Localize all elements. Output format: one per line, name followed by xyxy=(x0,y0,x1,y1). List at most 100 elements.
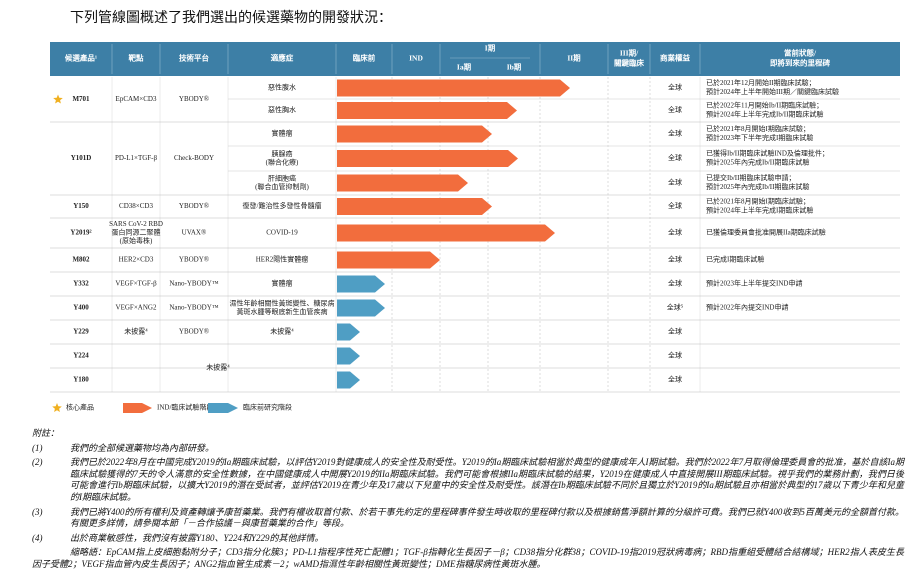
notes-heading: 附註： xyxy=(32,428,60,438)
status: 預計2023年上半年提交IND申請 xyxy=(706,279,802,288)
status: 已獲得Ib/II期臨床試驗IND及倫理批件； xyxy=(706,149,829,158)
rights: 全球 xyxy=(668,83,682,92)
rights: 全球 xyxy=(668,228,682,237)
header-label: 適應症 xyxy=(271,53,294,63)
target: HER2×CD3 xyxy=(119,256,154,264)
target: CD38×CD3 xyxy=(119,202,153,210)
stage-arrow xyxy=(337,79,570,97)
status: 預計2022年內提交IND申請 xyxy=(706,303,788,312)
product-name: Y224 xyxy=(73,352,89,360)
header-bar xyxy=(50,42,900,76)
header-label: Ia期 xyxy=(457,62,472,72)
header-label: 關鍵臨床 xyxy=(614,58,644,68)
platform: UVAX® xyxy=(182,229,207,237)
note-text: 出於商業敏感性，我們沒有披露Y180、Y224和Y229的其他詳情。 xyxy=(70,532,324,543)
target: 未披露⁴ xyxy=(124,327,148,336)
status: 已獲倫理委員會批准開展IIa期臨床試驗 xyxy=(706,228,826,237)
indication: 惡性胸水 xyxy=(268,105,296,114)
stage-arrow xyxy=(337,299,385,317)
status: 預計2024年上半年完成I期臨床試驗 xyxy=(706,206,813,215)
pipeline-chart: 下列管線圖概述了我們選出的候選藥物的開發狀況： 候選產品¹ 靶點 技術平台 適應症 臨床… xyxy=(50,10,900,413)
stage-arrow xyxy=(337,224,555,242)
indication: HER2陽性實體瘤 xyxy=(256,255,309,264)
indication: (聯合化療) xyxy=(266,157,299,166)
rights: 全球 xyxy=(668,201,682,210)
status: 已於2022年11月開始Ib/II期臨床試驗； xyxy=(706,101,823,110)
indication: 實體瘤 xyxy=(272,129,293,138)
header-label: 技術平台 xyxy=(179,53,209,63)
legend-arrow xyxy=(123,403,152,413)
status: 已於2021年12月開始II期臨床試驗； xyxy=(706,78,816,87)
product-name: Y332 xyxy=(73,280,89,288)
platform: Nano-YBODY™ xyxy=(169,304,218,312)
target: VEGF×TGF-β xyxy=(115,280,157,288)
rights: 全球 xyxy=(668,255,682,264)
indication: 黃斑水腫等眼底新生血管疾病 xyxy=(237,307,328,316)
legend-star xyxy=(52,403,62,412)
rights: 全球 xyxy=(668,351,682,360)
legend-label: IND/臨床試驗階段 xyxy=(157,403,213,412)
target: SARS CoV-2 RBD xyxy=(109,220,163,228)
product-name: Y101D xyxy=(71,154,92,162)
indication: 胰腺癌 xyxy=(272,149,293,158)
header-label: 當前狀態/ xyxy=(784,48,817,58)
status: 預計2024年上半年開始III期／關鍵臨床試驗 xyxy=(706,87,839,96)
indication: 復發/難治性多發性骨髓瘤 xyxy=(243,201,322,210)
indication: 濕性年齡相關性黃斑變性、糖尿病 xyxy=(230,298,335,307)
legend-label: 核心產品 xyxy=(66,403,94,412)
stage-arrow xyxy=(337,198,492,215)
status: 已於2021年8月開始I期臨床試驗； xyxy=(706,197,810,206)
status: 已完成I期臨床試驗 xyxy=(706,255,764,264)
header-label: III期/ xyxy=(620,48,639,58)
note-text: 我們已將Y400的所有權利及資產轉讓予康哲藥業。我們有權收取首付款、於若干事先約… xyxy=(70,506,904,529)
note-text: 我們已於2022年8月在中國完成Y2019的Ia期臨床試驗，以評估Y2019對健… xyxy=(70,457,904,502)
status: 預計2023年下半年完成I期臨床試驗 xyxy=(706,133,813,142)
note-text: 我們的全部候選藥物均為內部研發。 xyxy=(70,442,215,453)
header-label: 臨床前 xyxy=(353,53,376,63)
indication: COVID-19 xyxy=(266,229,298,237)
rights: 全球 xyxy=(668,153,682,162)
rights: 全球 xyxy=(668,178,682,187)
stage-arrow xyxy=(337,102,517,119)
rights: 全球 xyxy=(668,327,682,336)
indication: 肝細胞癌 xyxy=(268,173,296,182)
platform: Nano-YBODY™ xyxy=(169,280,218,288)
target: VEGF×ANG2 xyxy=(116,304,157,312)
target: (原始毒株) xyxy=(120,236,153,245)
header-label: II期 xyxy=(567,53,581,63)
status: 已於2021年8月開始I期臨床試驗； xyxy=(706,124,810,133)
product-name: Y180 xyxy=(73,376,89,384)
status: 預計2025年內完成Ib/II期臨床試驗 xyxy=(706,182,809,191)
status: 預計2025年內完成Ib/II期臨床試驗 xyxy=(706,158,809,167)
stage-arrow xyxy=(337,347,360,365)
product-name: Y150 xyxy=(73,202,89,210)
product-name: Y400 xyxy=(73,304,89,312)
header-label: Ib期 xyxy=(507,62,522,72)
notes: 附註： (1) 我們的全部候選藥物均為內部研發。 (2) 我們已於2022年8月在中國… xyxy=(32,428,904,571)
note-label: (2) xyxy=(32,457,43,468)
note-row: (1) 我們的全部候選藥物均為內部研發。 xyxy=(32,443,904,455)
indication: (聯合血管抑制劑) xyxy=(255,182,309,191)
stage-arrow xyxy=(337,323,360,341)
note-row: (4) 出於商業敏感性，我們沒有披露Y180、Y224和Y229的其他詳情。 xyxy=(32,533,904,545)
header-label: I期 xyxy=(485,43,496,53)
indication: 實體瘤 xyxy=(272,279,293,288)
stage-arrow xyxy=(337,174,468,192)
legend-arrow xyxy=(208,403,238,413)
legend-label: 臨床前研究階段 xyxy=(243,403,292,412)
stage-arrow xyxy=(337,251,440,269)
header-label: 靶點 xyxy=(129,53,144,63)
platform: YBODY® xyxy=(179,202,210,210)
stage-arrow xyxy=(337,125,492,143)
product-name: M802 xyxy=(72,256,90,264)
product-name: M701 xyxy=(72,95,90,103)
stage-arrow xyxy=(337,150,518,167)
note-label: (4) xyxy=(32,532,43,543)
note-label: (1) xyxy=(32,442,43,453)
header-label: 即將到來的里程碑 xyxy=(770,58,830,68)
abbreviations: 縮略語：EpCAM指上皮細胞黏附分子；CD3指分化簇3；PD-L1指程序性死亡配… xyxy=(32,547,904,569)
product-name: Y229 xyxy=(73,328,89,336)
undisclosed: 未披露⁴ xyxy=(206,363,230,372)
platform: YBODY® xyxy=(179,256,210,264)
product-name: Y2019² xyxy=(70,229,91,237)
